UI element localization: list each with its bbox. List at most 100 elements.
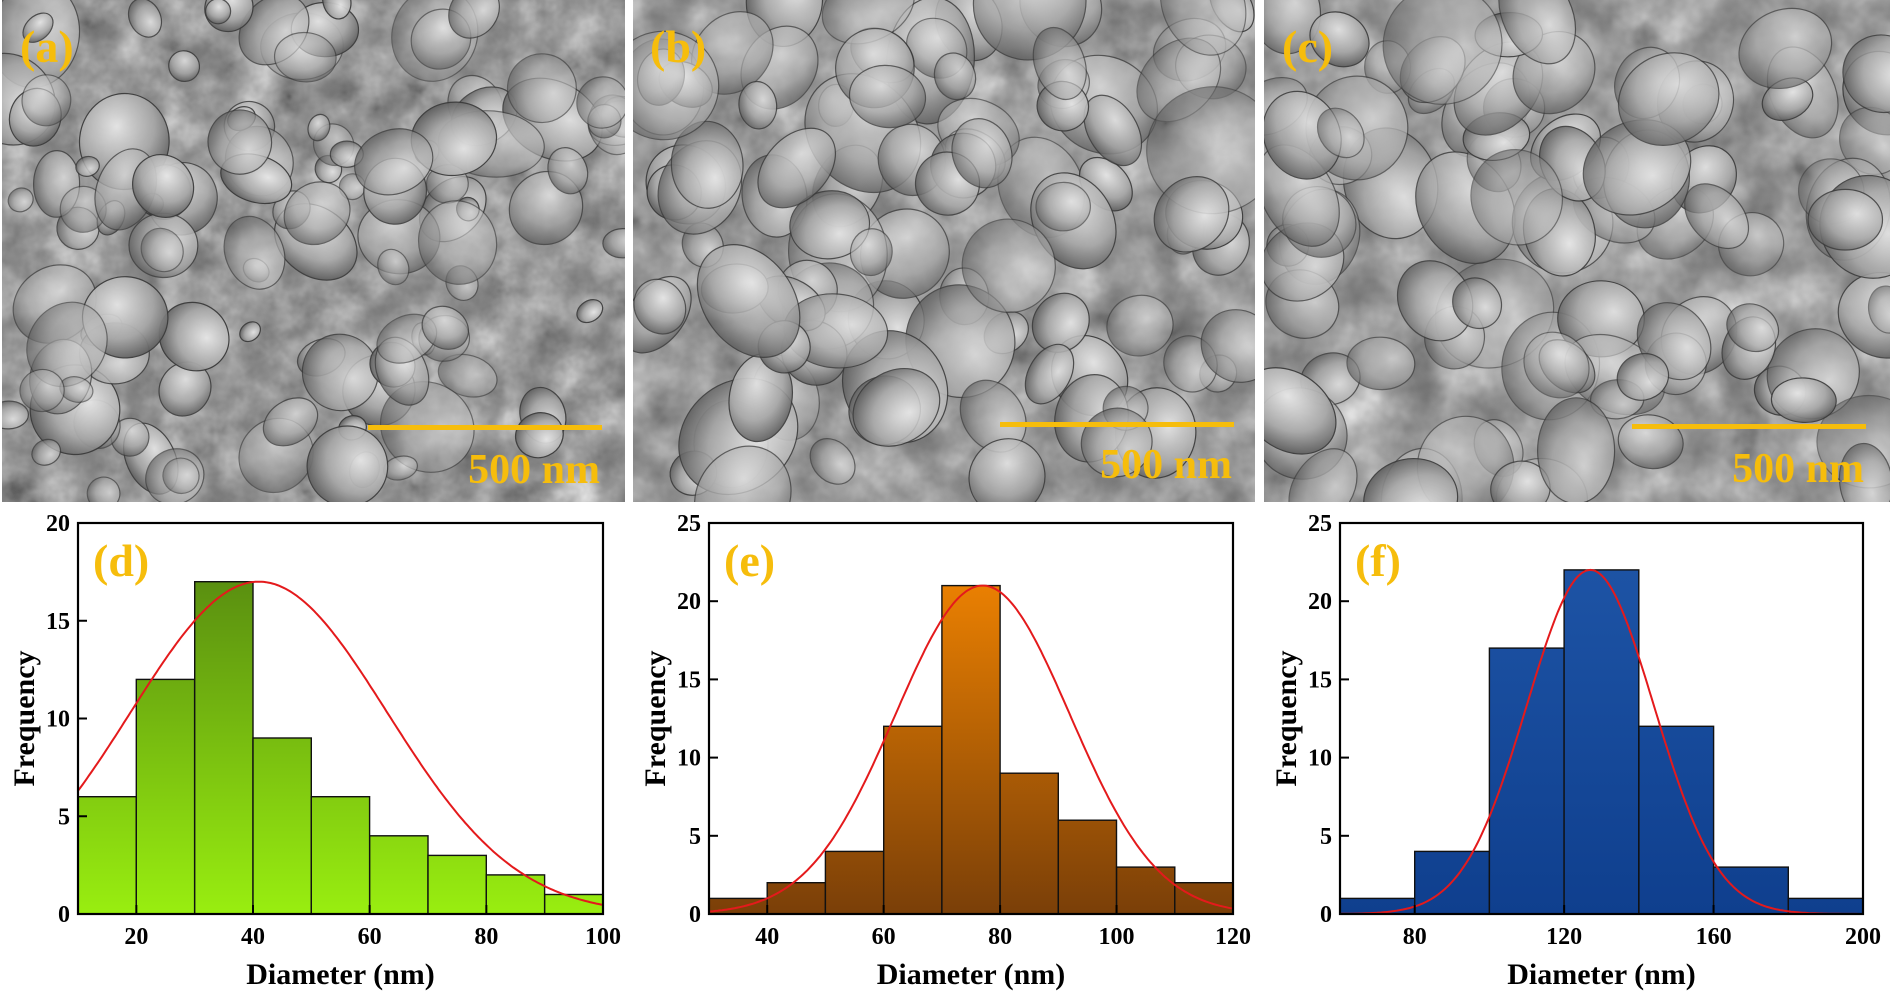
histogram-bar <box>193 581 254 915</box>
sem-grain <box>162 457 200 495</box>
histogram-bar <box>824 850 885 915</box>
sem-grain <box>933 52 977 101</box>
histogram-bar <box>369 835 429 915</box>
sem-grain <box>852 368 941 447</box>
histogram-bar <box>941 584 1001 915</box>
sem-grain <box>1264 0 1322 55</box>
gaussian-fit-curve <box>708 584 1234 913</box>
sem-grain <box>262 397 319 447</box>
sem-grain <box>2 400 29 430</box>
y-tick-label: 15 <box>1308 667 1332 693</box>
sem-grain <box>1083 94 1143 167</box>
scale-bar-c <box>1632 424 1866 429</box>
sem-grain <box>322 0 352 20</box>
histogram-e: 0 5 10 15 20 25 40 60 80 100 120 Diameter (nm) Frequ… <box>639 511 1251 991</box>
sem-panel-a: (a) 500 nm <box>2 0 625 502</box>
sem-grain <box>22 12 54 43</box>
sem-grain <box>377 248 410 286</box>
sem-grain <box>633 30 720 141</box>
plot-frame <box>1338 521 1865 916</box>
sem-grain <box>1106 294 1174 357</box>
y-axis-title: Frequency <box>1270 650 1303 786</box>
x-tick-label: 160 <box>1696 924 1732 950</box>
histogram-bar <box>77 796 137 915</box>
sem-grain <box>421 305 470 350</box>
sem-grain <box>1738 7 1833 90</box>
histogram-f: 0 5 10 15 20 25 80 120 160 200 Diameter (nm) Freque… <box>1270 511 1881 991</box>
y-tick-label: 0 <box>58 902 70 928</box>
sem-grain <box>19 368 65 413</box>
plot-frame <box>707 521 1235 916</box>
gaussian-fit-curve <box>1339 568 1863 915</box>
sem-grain <box>31 438 62 466</box>
sem-grain <box>1264 367 1337 455</box>
sem-grain <box>307 113 331 142</box>
sem-grain <box>602 227 625 259</box>
y-tick-label: 15 <box>46 609 70 635</box>
sem-grain <box>961 218 1056 314</box>
x-tick-label: 60 <box>358 924 382 950</box>
x-tick-label: 80 <box>988 924 1012 950</box>
x-tick-label: 40 <box>755 924 779 950</box>
y-tick-label: 25 <box>1308 511 1332 537</box>
histogram-bar <box>427 854 487 915</box>
histogram-bar <box>766 882 827 915</box>
x-axis-title: Diameter (nm) <box>877 958 1066 991</box>
histogram-bar <box>1115 866 1176 915</box>
sem-grain <box>1498 0 1577 65</box>
sem-grain <box>1523 331 1590 399</box>
y-tick-label: 10 <box>1308 746 1332 772</box>
sem-grain <box>1616 352 1670 401</box>
sem-image-b-grains <box>633 0 1255 502</box>
histogram-bar <box>310 796 371 915</box>
sem-grain <box>1842 34 1890 114</box>
sem-grain <box>354 128 434 196</box>
histogram-bar <box>1488 647 1565 915</box>
histogram-bar <box>485 874 546 915</box>
sem-grain <box>1316 107 1365 159</box>
sem-grain <box>283 181 351 246</box>
scale-bar-label-c: 500 nm <box>1732 446 1864 492</box>
sem-grain <box>239 321 261 343</box>
sem-grain <box>1031 292 1090 353</box>
sem-grain <box>75 155 100 177</box>
sem-grain <box>140 227 184 273</box>
y-tick-label: 10 <box>46 707 70 733</box>
x-axis-title: Diameter (nm) <box>1507 958 1696 991</box>
panel-label-b: (b) <box>650 21 706 72</box>
y-tick-label: 15 <box>677 667 701 693</box>
sem-grain <box>207 109 273 175</box>
sem-grain <box>1838 442 1890 502</box>
sem-grain <box>696 244 801 358</box>
x-tick-label: 100 <box>585 924 621 950</box>
sem-grain <box>1382 0 1503 105</box>
sem-grain <box>576 299 604 324</box>
y-axis-title: Frequency <box>639 650 672 786</box>
histogram-bar <box>252 737 312 915</box>
sem-grain <box>1346 336 1416 391</box>
y-tick-label: 10 <box>677 746 701 772</box>
sem-grain <box>127 0 163 38</box>
sem-grain <box>132 154 195 218</box>
histogram-bar <box>1174 882 1234 915</box>
sem-grain <box>417 200 498 285</box>
x-tick-label: 80 <box>1403 924 1427 950</box>
panel-label-d: (d) <box>93 535 149 586</box>
x-axis-title: Diameter (nm) <box>246 958 435 991</box>
sem-grain <box>168 50 201 83</box>
y-tick-label: 5 <box>1320 824 1332 850</box>
sem-grain <box>273 31 337 83</box>
scale-bar-b <box>1000 422 1234 427</box>
y-tick-label: 0 <box>1320 902 1332 928</box>
sem-grain <box>1452 277 1503 330</box>
histogram-bar <box>1712 866 1789 915</box>
panel-label-a: (a) <box>20 21 74 72</box>
histogram-bar <box>135 678 196 915</box>
sem-grain <box>576 76 625 129</box>
panel-label-c: (c) <box>1282 21 1333 72</box>
y-tick-label: 20 <box>677 589 701 615</box>
y-tick-label: 5 <box>689 824 701 850</box>
sem-grain <box>448 0 501 39</box>
